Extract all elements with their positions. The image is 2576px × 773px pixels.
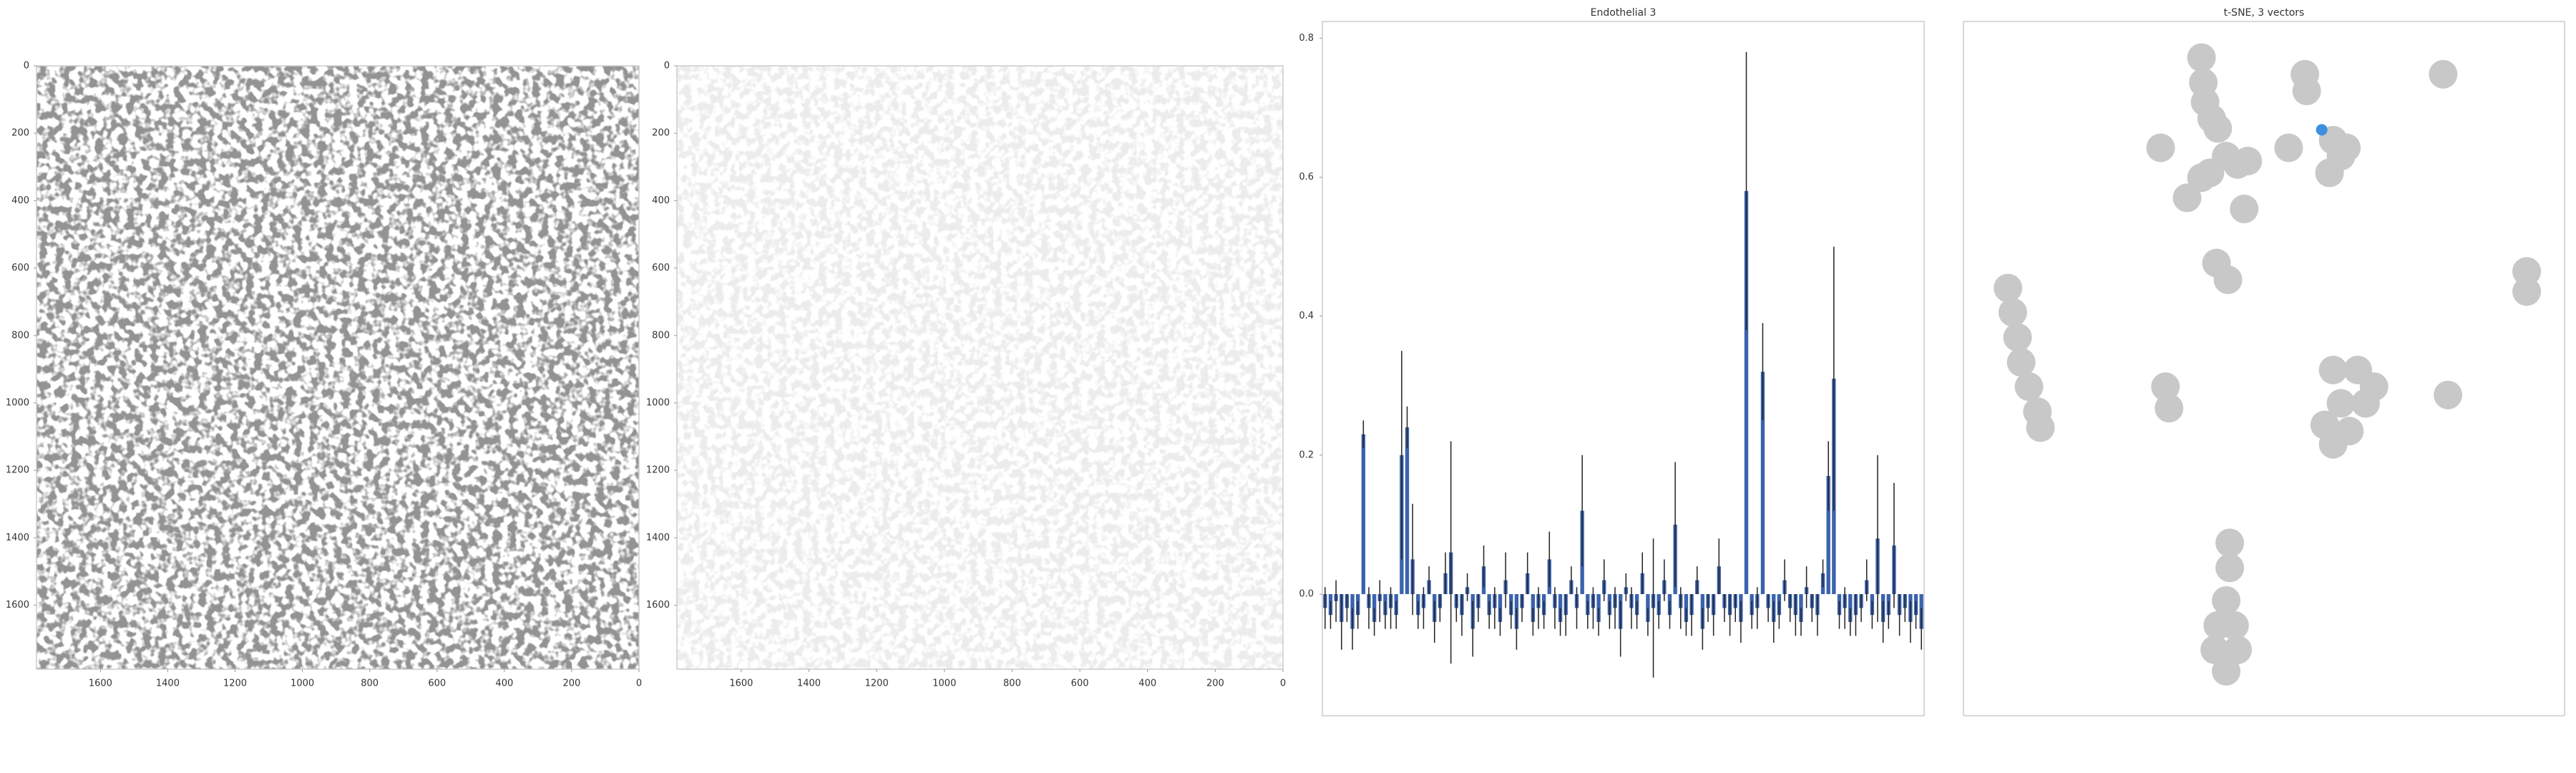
y-tick-label: 1000: [6, 397, 29, 408]
y-tick-label: 0.6: [1299, 172, 1314, 183]
bar: [1405, 427, 1410, 595]
scatter-point: [2512, 277, 2542, 306]
scatter-point: [1994, 273, 2023, 303]
y-tick-label: 600: [652, 263, 670, 273]
x-tick-label: 1600: [729, 679, 753, 689]
scatter-point: [2351, 389, 2380, 418]
image-texture: [677, 66, 1283, 669]
y-tick-label: 800: [652, 330, 670, 341]
axes-frame: [676, 65, 1284, 670]
bar: [1826, 476, 1830, 595]
y-tick-label: 0.0: [1299, 589, 1314, 600]
y-tick-label: 400: [11, 195, 29, 206]
axes-frame: [1963, 21, 2565, 716]
scatter-point: [2187, 43, 2216, 72]
x-tick-label: 400: [1138, 679, 1156, 689]
scatter-point: [2315, 158, 2344, 188]
y-tick-label: 0: [664, 61, 670, 72]
image-texture: [36, 66, 639, 669]
bar: [1744, 190, 1749, 595]
y-tick-label: 0.8: [1299, 33, 1314, 44]
scatter-point: [2006, 348, 2036, 377]
scatter-point: [1998, 298, 2027, 327]
y-tick-label: 0: [24, 61, 29, 72]
scatter-point: [2318, 355, 2348, 384]
y-tick-label: 1000: [646, 397, 670, 408]
scatter-point: [2203, 114, 2233, 143]
x-tick-label: 600: [428, 679, 446, 689]
y-tick-label: 400: [652, 195, 670, 206]
chart-title: t-SNE, 3 vectors: [2224, 7, 2305, 19]
y-tick-label: 1200: [6, 465, 29, 476]
scatter-point: [2220, 611, 2249, 640]
y-tick-label: 1200: [646, 465, 670, 476]
scatter-point: [2213, 265, 2243, 294]
x-tick-label: 200: [563, 679, 581, 689]
scatter-point: [2172, 183, 2202, 213]
x-tick-label: 1600: [89, 679, 112, 689]
x-tick-label: 0: [636, 679, 642, 689]
scatter-point: [2014, 372, 2044, 402]
x-tick-label: 800: [361, 679, 379, 689]
scatter-point: [2230, 194, 2259, 223]
scatter-point: [2200, 635, 2230, 664]
chart-title: Endothelial 3: [1591, 7, 1657, 19]
scatter-point: [2512, 257, 2542, 286]
scatter-point: [2187, 163, 2216, 193]
y-tick-label: 800: [11, 330, 29, 341]
scatter-point: [2003, 323, 2032, 352]
y-tick-label: 0.4: [1299, 311, 1314, 321]
scatter-point: [2223, 635, 2253, 664]
x-tick-label: 600: [1071, 679, 1089, 689]
y-tick-label: 600: [11, 263, 29, 273]
bar: [1760, 371, 1765, 595]
x-tick-label: 1000: [291, 679, 314, 689]
y-tick-label: 200: [11, 128, 29, 139]
scatter-point: [2151, 372, 2180, 402]
scatter-point: [2233, 146, 2263, 175]
x-tick-label: 800: [1003, 679, 1021, 689]
scatter-point: [2146, 133, 2175, 162]
axes-frame: [36, 65, 640, 670]
y-tick-label: 1600: [646, 600, 670, 611]
scatter-point: [2215, 528, 2245, 558]
x-tick-label: 400: [495, 679, 513, 689]
scatter-point: [2212, 656, 2241, 686]
y-tick-label: 200: [652, 128, 670, 139]
x-tick-label: 0: [1280, 679, 1286, 689]
scatter-point: [2292, 77, 2321, 105]
y-tick-label: 1600: [6, 600, 29, 611]
x-tick-label: 1400: [156, 679, 180, 689]
scatter-point: [2429, 59, 2458, 89]
scatter-point: [2332, 133, 2361, 162]
x-tick-label: 1200: [865, 679, 889, 689]
scatter-point: [2274, 133, 2303, 162]
x-tick-label: 1200: [223, 679, 247, 689]
scatter-point: [2212, 585, 2241, 615]
x-tick-label: 200: [1206, 679, 1224, 689]
scatter-point: [2318, 429, 2348, 459]
x-tick-label: 1000: [932, 679, 956, 689]
scatter-point: [2026, 413, 2055, 442]
bar: [1361, 434, 1366, 595]
scatter-point: [2434, 380, 2463, 409]
scatter-point: [2155, 394, 2184, 423]
y-tick-label: 0.2: [1299, 449, 1314, 460]
scatter-point: [2316, 124, 2328, 136]
scatter-point: [2326, 389, 2356, 418]
x-tick-label: 1400: [797, 679, 821, 689]
y-tick-label: 1400: [646, 533, 670, 543]
scatter-point: [2215, 553, 2245, 583]
y-tick-label: 1400: [6, 533, 29, 543]
